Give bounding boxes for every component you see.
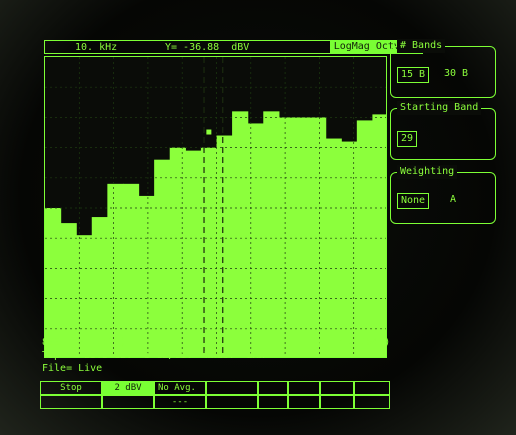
bands-panel-title: # Bands: [397, 39, 446, 53]
spectrum-bar: [325, 138, 342, 357]
bands-panel: # Bands 15 B 30 B: [390, 39, 496, 98]
spectrum-bar: [91, 217, 108, 357]
softkey-12[interactable]: [206, 395, 258, 409]
softkey-13[interactable]: [258, 395, 288, 409]
spectrum-bar: [76, 235, 93, 357]
softkey-5[interactable]: [258, 381, 288, 395]
marker-readout: Y= -36.88 dBV: [165, 42, 250, 53]
softkey-9[interactable]: [40, 395, 102, 409]
softkey-16[interactable]: [354, 395, 390, 409]
bands-30-option[interactable]: 30 B: [444, 68, 469, 79]
spectrum-bar: [232, 111, 249, 357]
average-sub-softkey[interactable]: ---: [154, 395, 206, 409]
weighting-none-option[interactable]: None: [397, 193, 430, 209]
scale-info: Top = -23.5 dBV 5 dB/div Wndo: BMH: [42, 350, 265, 361]
softkey-14[interactable]: [288, 395, 320, 409]
starting-band-value[interactable]: 29: [397, 131, 418, 147]
softkey-15[interactable]: [320, 395, 354, 409]
weighting-panel: Weighting None A: [390, 165, 496, 224]
spectrum-bar: [263, 111, 280, 357]
weighting-title: Weighting: [397, 165, 458, 179]
spectrum-bar: [154, 159, 171, 357]
spectrum-bar: [294, 117, 311, 357]
softkey-10[interactable]: [102, 395, 154, 409]
spectrum-bar: [341, 141, 358, 357]
average-softkey[interactable]: No Avg.: [154, 381, 206, 395]
spectrum-bar: [169, 147, 186, 357]
spectrum-bar: [60, 223, 77, 357]
spectrum-bar: [200, 147, 218, 357]
x-end-label: 20. kHz (b43): [312, 337, 391, 348]
spectrum-plot[interactable]: [44, 56, 387, 358]
range-softkey[interactable]: 2 dBV: [102, 381, 154, 395]
softkey-7[interactable]: [320, 381, 354, 395]
spectrum-bar: [138, 195, 155, 357]
marker-point: [206, 129, 212, 135]
trace-header: 10. kHz Y= -36.88 dBV LogMag Octv 1: [44, 40, 423, 54]
spectrum-bar: [122, 183, 140, 357]
softkey-bar: Stop 2 dBV No Avg. ---: [40, 381, 390, 411]
softkey-8[interactable]: [354, 381, 390, 395]
spectrum-bar: [107, 183, 124, 357]
spectrum-bar: [310, 117, 327, 357]
spectrum-bar: [185, 150, 202, 357]
starting-band-title: Starting Band: [397, 101, 482, 115]
x-start-label: 800. Hz (b29): [42, 337, 127, 348]
spectrum-bar: [216, 135, 233, 357]
spectrum-bar: [372, 114, 386, 357]
weighting-a-option[interactable]: A: [450, 194, 457, 205]
starting-band-panel: Starting Band 29: [390, 101, 496, 160]
spectrum-bar: [247, 123, 264, 357]
spectrum-chart: [45, 57, 386, 357]
softkey-4[interactable]: [206, 381, 258, 395]
file-info: File= Live: [42, 363, 103, 374]
marker-frequency: 10. kHz: [75, 42, 118, 53]
spectrum-bar: [278, 117, 296, 357]
softkey-6[interactable]: [288, 381, 320, 395]
spectrum-bar: [45, 208, 62, 357]
bands-15-option[interactable]: 15 B: [397, 67, 430, 83]
analyzer-screen: 10. kHz Y= -36.88 dBV LogMag Octv 1 # Ba…: [30, 32, 498, 417]
stop-softkey[interactable]: Stop: [40, 381, 102, 395]
spectrum-bar: [356, 120, 374, 357]
